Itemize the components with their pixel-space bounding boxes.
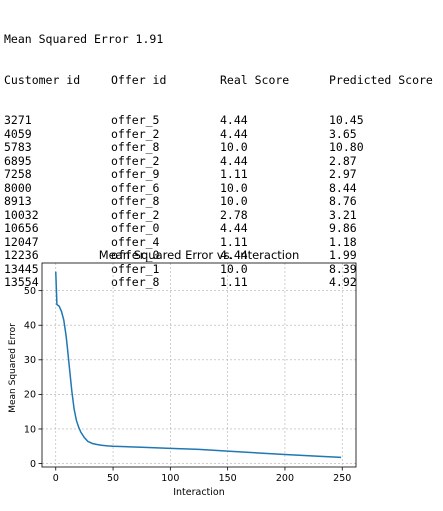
cell-customer-id: 6895 xyxy=(4,153,32,168)
table-row: 8000 offer_6 10.0 8.44 xyxy=(4,180,443,196)
mse-chart: Mean Squared Error vs. Interaction 0 50 10… xyxy=(8,248,357,498)
cell-predicted-score: 3.21 xyxy=(329,207,357,222)
cell-real-score: 10.0 xyxy=(220,261,248,276)
x-tick-label: 150 xyxy=(219,473,237,484)
cell-real-score: 4.44 xyxy=(220,153,248,168)
table-row: 10656 offer_0 4.44 9.86 xyxy=(4,221,443,236)
table-row: 6895 offer_2 4.44 2.87 xyxy=(4,153,443,169)
cell-offer-id: offer_2 xyxy=(111,153,160,168)
table-row: 3271 offer_5 4.44 10.45 xyxy=(4,113,443,128)
cell-customer-id: 13445 xyxy=(4,261,39,276)
x-tick-label: 0 xyxy=(53,473,59,484)
cell-customer-id: 3271 xyxy=(4,113,32,127)
cell-offer-id: offer_5 xyxy=(111,113,160,127)
cell-predicted-score: 8.76 xyxy=(329,194,357,208)
header-predicted-score: Predicted Score xyxy=(329,72,433,87)
header-real-score: Real Score xyxy=(220,72,290,87)
cell-real-score: 4.44 xyxy=(220,126,248,141)
cell-predicted-score: 9.86 xyxy=(329,221,357,235)
cell-customer-id: 12047 xyxy=(4,234,39,249)
cell-real-score: 1.11 xyxy=(220,167,248,181)
cell-offer-id: offer_0 xyxy=(111,248,160,262)
table-row: 5783 offer_8 10.0 10.80 xyxy=(4,140,443,155)
cell-real-score: 1.11 xyxy=(220,234,248,249)
y-tick-label: 30 xyxy=(24,355,36,366)
header-offer-id: Offer id xyxy=(111,72,167,87)
cell-predicted-score: 4.92 xyxy=(329,275,357,289)
plot-frame xyxy=(41,262,357,468)
cell-predicted-score: 2.87 xyxy=(329,153,357,168)
cell-offer-id: offer_8 xyxy=(111,194,160,208)
cell-real-score: 10.0 xyxy=(220,140,248,154)
table-header: Customer id Offer id Real Score Predicte… xyxy=(4,72,443,88)
cell-customer-id: 10032 xyxy=(4,207,39,222)
chart-title: Mean Squared Error vs. Interaction xyxy=(99,248,300,262)
cell-predicted-score: 1.99 xyxy=(329,248,357,262)
cell-predicted-score: 1.18 xyxy=(329,234,357,249)
cell-offer-id: offer_8 xyxy=(111,275,160,289)
table-row: 7258 offer_9 1.11 2.97 xyxy=(4,167,443,182)
cell-customer-id: 5783 xyxy=(4,140,32,154)
cell-real-score: 1.11 xyxy=(220,275,248,289)
table-row: 8913 offer_8 10.0 8.76 xyxy=(4,194,443,209)
cell-customer-id: 12236 xyxy=(4,248,39,262)
y-tick-label: 50 xyxy=(24,286,36,297)
cell-real-score: 2.78 xyxy=(220,207,248,222)
cell-predicted-score: 8.44 xyxy=(329,180,357,195)
header-customer-id: Customer id xyxy=(4,72,81,87)
cell-output: Mean Squared Error 1.91 Customer id Offe… xyxy=(4,6,443,303)
cell-offer-id: offer_0 xyxy=(111,221,160,235)
cell-offer-id: offer_6 xyxy=(111,180,160,195)
cell-real-score: 4.44 xyxy=(220,113,248,127)
cell-offer-id: offer_9 xyxy=(111,167,160,181)
x-tick-label: 200 xyxy=(276,473,294,484)
series-line xyxy=(55,271,342,459)
cell-predicted-score: 10.45 xyxy=(329,113,364,127)
cell-offer-id: offer_2 xyxy=(111,207,160,222)
cell-customer-id: 8913 xyxy=(4,194,32,208)
cell-offer-id: offer_1 xyxy=(111,261,160,276)
x-tick-label: 250 xyxy=(333,473,351,484)
cell-offer-id: offer_8 xyxy=(111,140,160,154)
table-row: 12047 offer_4 1.11 1.18 xyxy=(4,234,443,250)
table-row: 13554 offer_8 1.11 4.92 xyxy=(4,275,443,290)
table-row: 12236 offer_0 4.44 1.99 xyxy=(4,248,443,263)
table-row: 13445 offer_1 10.0 8.39 xyxy=(4,261,443,277)
table-row: 4059 offer_2 4.44 3.65 xyxy=(4,126,443,142)
cell-real-score: 10.0 xyxy=(220,180,248,195)
y-tick-label: 10 xyxy=(24,424,36,435)
cell-predicted-score: 10.80 xyxy=(329,140,364,154)
cell-customer-id: 7258 xyxy=(4,167,32,181)
x-axis-label: Interaction xyxy=(173,487,225,498)
cell-offer-id: offer_4 xyxy=(111,234,160,249)
cell-offer-id: offer_2 xyxy=(111,126,160,141)
x-tick-label: 50 xyxy=(107,473,119,484)
x-tick-label: 100 xyxy=(161,473,179,484)
cell-real-score: 10.0 xyxy=(220,194,248,208)
cell-predicted-score: 2.97 xyxy=(329,167,357,181)
table-body: 3271 offer_5 4.44 10.45 4059 offer_2 4.44 3.65 5… xyxy=(4,113,443,290)
cell-predicted-score: 8.39 xyxy=(329,261,357,276)
cell-customer-id: 10656 xyxy=(4,221,39,235)
table-row: 10032 offer_2 2.78 3.21 xyxy=(4,207,443,223)
cell-customer-id: 4059 xyxy=(4,126,32,141)
y-axis-label: Mean Squared Error xyxy=(8,323,18,413)
cell-customer-id: 8000 xyxy=(4,180,32,195)
cell-real-score: 4.44 xyxy=(220,248,248,262)
cell-real-score: 4.44 xyxy=(220,221,248,235)
y-tick-label: 20 xyxy=(24,390,36,401)
y-tick-label: 40 xyxy=(24,321,36,332)
cell-predicted-score: 3.65 xyxy=(329,126,357,141)
mse-line: Mean Squared Error 1.91 xyxy=(4,32,164,46)
y-tick-label: 0 xyxy=(30,459,36,470)
cell-customer-id: 13554 xyxy=(4,275,39,289)
